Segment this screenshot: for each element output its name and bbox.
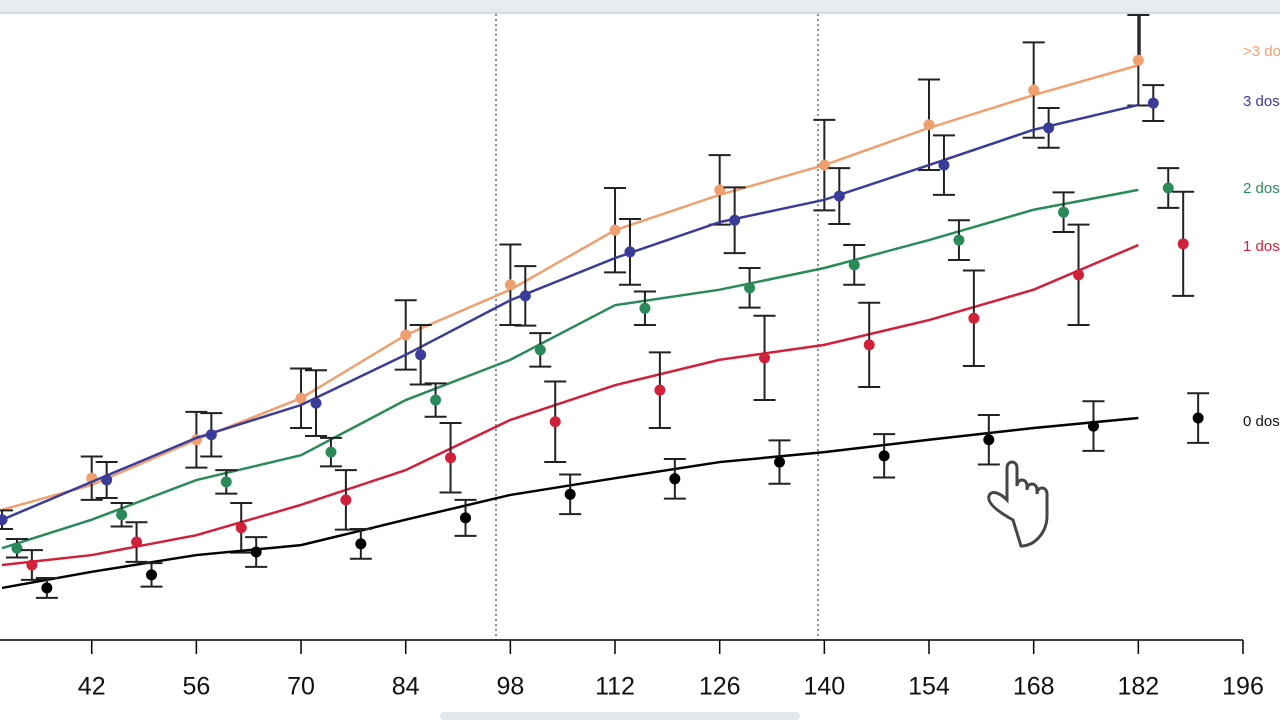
point <box>564 488 576 500</box>
point <box>714 184 726 196</box>
point <box>923 119 935 131</box>
series-line <box>1 243 1139 567</box>
point <box>205 429 217 441</box>
x-tick-label: 126 <box>699 673 741 701</box>
x-tick-label: 84 <box>392 673 420 701</box>
legend-label: 1 dos <box>1243 238 1280 255</box>
x-tick-label: 140 <box>803 673 845 701</box>
point <box>1162 182 1174 194</box>
point <box>639 302 651 314</box>
point <box>41 582 53 594</box>
legend-label: 2 dos <box>1243 180 1280 197</box>
point <box>1177 238 1189 250</box>
point <box>609 224 621 236</box>
x-tick-label: 70 <box>287 673 315 701</box>
point <box>863 339 875 351</box>
point <box>1043 122 1055 134</box>
x-tick-label: 182 <box>1117 673 1159 701</box>
point <box>11 542 23 554</box>
point <box>848 259 860 271</box>
point <box>729 214 741 226</box>
point <box>1073 269 1085 281</box>
x-tick-label: 112 <box>595 673 635 701</box>
toolbar <box>0 0 1280 13</box>
point <box>833 190 845 202</box>
point <box>1028 84 1040 96</box>
series-line <box>1 188 1139 550</box>
point <box>295 392 307 404</box>
point <box>460 512 472 524</box>
point <box>235 522 247 534</box>
point <box>340 494 352 506</box>
point <box>534 344 546 356</box>
x-tick-label: 42 <box>78 673 106 701</box>
scrollbar <box>440 712 800 720</box>
point <box>355 538 367 550</box>
point <box>654 384 666 396</box>
point <box>1058 206 1070 218</box>
x-tick-label: 168 <box>1013 673 1055 701</box>
point <box>116 509 128 521</box>
point <box>938 159 950 171</box>
point <box>1087 420 1099 432</box>
x-tick-label: 154 <box>908 673 950 701</box>
series-line <box>1 416 1139 590</box>
plot: 42 56 70 84 98 112 126 140 154 168 182 196 >3 do 3 do… <box>0 14 1280 701</box>
series-line <box>1 64 1139 512</box>
point <box>430 394 442 406</box>
hand-cursor <box>987 460 1049 548</box>
legend-label: >3 do <box>1243 43 1280 60</box>
legend-label: 3 dos <box>1243 93 1280 110</box>
point <box>0 514 8 526</box>
point <box>759 352 771 364</box>
x-tick-label: 98 <box>496 673 524 701</box>
point <box>878 450 890 462</box>
point <box>1132 54 1144 66</box>
point <box>445 452 457 464</box>
point <box>131 536 143 548</box>
point <box>1192 412 1204 424</box>
point <box>1147 97 1159 109</box>
point <box>325 446 337 458</box>
point <box>220 476 232 488</box>
point <box>818 159 830 171</box>
point <box>26 559 38 571</box>
x-tick-label: 196 <box>1222 673 1264 701</box>
point <box>250 546 262 558</box>
point <box>624 246 636 258</box>
point <box>744 282 756 294</box>
point <box>310 397 322 409</box>
point <box>953 234 965 246</box>
point <box>101 474 113 486</box>
point <box>519 290 531 302</box>
point <box>968 312 980 324</box>
point <box>773 456 785 468</box>
point <box>549 416 561 428</box>
x-tick-label: 56 <box>182 673 210 701</box>
legend-label: 0 dos <box>1243 413 1280 430</box>
series-line <box>1 103 1139 521</box>
point <box>146 569 158 581</box>
point <box>400 329 412 341</box>
point <box>669 473 681 485</box>
point <box>415 349 427 361</box>
point <box>983 434 995 446</box>
point <box>504 279 516 291</box>
